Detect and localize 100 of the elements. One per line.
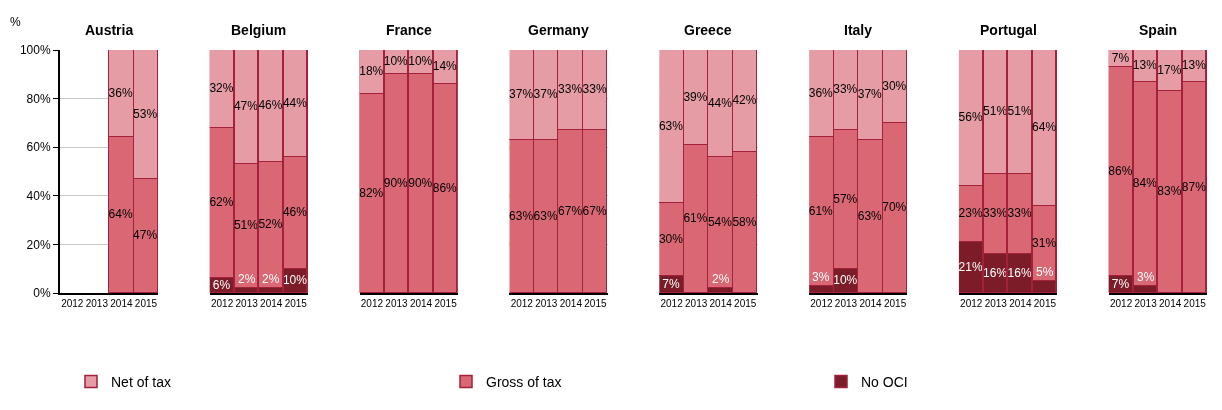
data-label: 36% <box>108 85 133 100</box>
x-tick-label: 2012 <box>360 298 384 309</box>
y-tick-label: 0% <box>33 286 51 301</box>
data-label: 2% <box>712 272 730 286</box>
chart-title: Spain <box>1139 22 1178 38</box>
x-tick-label: 2015 <box>584 298 607 309</box>
x-tick-label: 2012 <box>1109 298 1133 309</box>
data-label: 51% <box>1007 104 1032 119</box>
data-label: 90% <box>408 175 433 190</box>
data-label: 44% <box>282 95 308 110</box>
data-label: 70% <box>882 200 907 215</box>
chart-title: Italy <box>844 22 873 38</box>
data-label: 21% <box>958 259 983 274</box>
x-tick-label: 2015 <box>134 298 158 309</box>
x-tick-label: 2012 <box>510 298 534 309</box>
data-label: 16% <box>1007 265 1032 280</box>
x-tick-label: 2013 <box>535 298 558 309</box>
data-label: 3% <box>812 270 830 284</box>
x-tick-label: 2015 <box>284 298 308 309</box>
data-label: 54% <box>707 214 733 229</box>
data-label: 39% <box>683 89 708 104</box>
data-label: 7% <box>662 276 680 291</box>
data-label: 47% <box>133 228 158 243</box>
x-tick-label: 2012 <box>61 298 84 309</box>
data-label: 7% <box>1111 50 1130 65</box>
data-label: 47% <box>233 99 259 114</box>
data-label: 3% <box>1137 270 1155 284</box>
x-tick-label: 2014 <box>1159 298 1182 309</box>
x-tick-label: 2012 <box>960 298 983 309</box>
data-label: 33% <box>1007 206 1032 221</box>
data-label: 13% <box>1132 58 1158 73</box>
data-label: 61% <box>808 203 834 218</box>
data-label: 82% <box>359 185 384 200</box>
data-label: 64% <box>108 207 133 222</box>
legend-label: Gross of tax <box>486 373 562 390</box>
data-label: 31% <box>1032 235 1057 250</box>
data-label: 23% <box>958 206 983 221</box>
data-label: 30% <box>882 78 907 93</box>
x-tick-label: 2012 <box>810 298 833 309</box>
legend-label: No OCI <box>861 373 908 390</box>
x-tick-label: 2015 <box>1183 298 1207 309</box>
data-label: 52% <box>258 217 283 232</box>
x-tick-label: 2014 <box>1009 298 1032 309</box>
data-label: 10% <box>833 273 858 288</box>
x-tick-label: 2013 <box>1134 298 1158 309</box>
data-label: 61% <box>683 211 708 226</box>
data-label: 56% <box>958 110 983 125</box>
data-label: 63% <box>533 208 558 223</box>
chart-title: Belgium <box>231 22 287 38</box>
legend-label: Net of tax <box>111 373 171 390</box>
data-label: 16% <box>983 265 1008 280</box>
x-tick-label: 2014 <box>709 298 733 309</box>
data-label: 44% <box>707 95 733 110</box>
data-label: 64% <box>1032 120 1057 135</box>
data-label: 57% <box>833 191 858 206</box>
data-label: 13% <box>1181 58 1207 73</box>
data-label: 37% <box>857 87 883 102</box>
data-label: 63% <box>857 208 883 223</box>
data-label: 90% <box>383 175 409 190</box>
data-label: 18% <box>359 64 384 79</box>
y-tick-label: 100% <box>19 43 51 58</box>
x-tick-label: 2013 <box>685 298 708 309</box>
data-label: 33% <box>582 82 607 97</box>
y-tick-label: 80% <box>26 91 51 106</box>
data-label: 33% <box>983 206 1008 221</box>
data-label: 51% <box>983 104 1008 119</box>
data-label: 37% <box>533 87 558 102</box>
data-label: 42% <box>732 93 757 108</box>
data-label: 86% <box>1108 163 1133 178</box>
data-label: 46% <box>282 205 308 220</box>
chart-title: Austria <box>85 22 134 38</box>
chart-title: Portugal <box>980 22 1037 38</box>
x-tick-label: 2015 <box>1033 298 1057 309</box>
data-label: 14% <box>432 59 458 74</box>
x-tick-label: 2014 <box>859 298 883 309</box>
data-label: 58% <box>732 214 757 229</box>
x-tick-label: 2015 <box>883 298 907 309</box>
data-label: 17% <box>1157 62 1182 77</box>
chart-title: Greece <box>684 22 732 38</box>
data-label: 6% <box>212 277 231 292</box>
data-label: 33% <box>833 82 858 97</box>
x-tick-label: 2013 <box>85 298 109 309</box>
data-label: 32% <box>209 81 234 96</box>
x-tick-label: 2014 <box>409 298 433 309</box>
x-tick-label: 2013 <box>984 298 1008 309</box>
x-tick-label: 2015 <box>434 298 458 309</box>
x-tick-label: 2014 <box>260 298 283 309</box>
data-label: 10% <box>408 54 433 69</box>
data-label: 51% <box>233 218 259 233</box>
data-label: 36% <box>808 85 834 100</box>
data-label: 10% <box>383 54 409 69</box>
data-label: 10% <box>282 273 308 288</box>
y-tick-label: 20% <box>26 237 51 252</box>
data-label: 84% <box>1132 176 1158 191</box>
data-label: 63% <box>509 208 534 223</box>
y-tick-label: 60% <box>26 140 51 155</box>
data-label: 33% <box>558 82 583 97</box>
x-tick-label: 2013 <box>235 298 259 309</box>
data-label: 30% <box>658 231 684 246</box>
x-tick-label: 2012 <box>660 298 684 309</box>
